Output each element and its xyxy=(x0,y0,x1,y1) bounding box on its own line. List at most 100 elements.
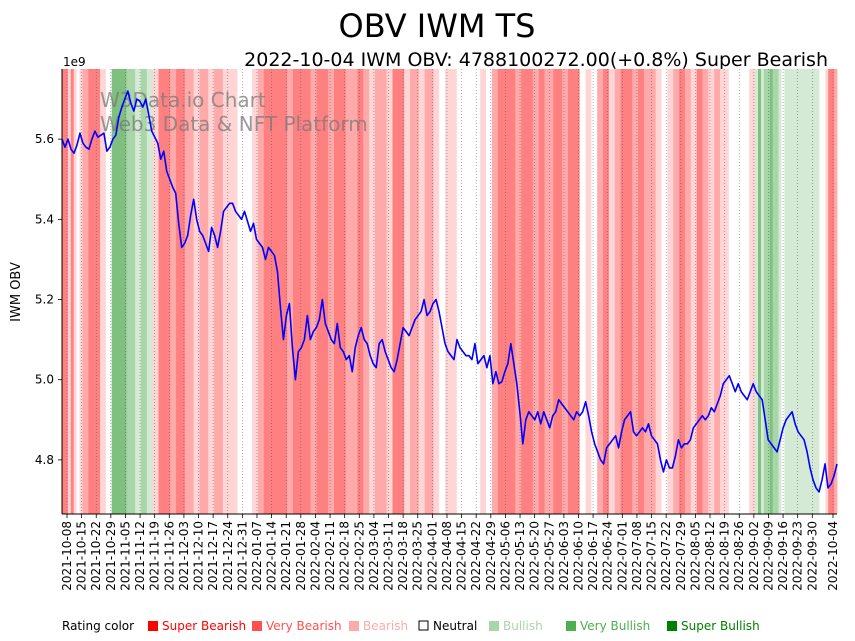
rating-band-bullish xyxy=(784,69,820,514)
rating-band-bearish xyxy=(152,69,159,514)
rating-band-neutral xyxy=(105,69,113,514)
rating-band-very_bearish xyxy=(614,69,621,514)
x-tick-label: 2022-06-24 xyxy=(601,521,615,591)
x-tick-label: 2022-07-15 xyxy=(645,521,659,591)
legend-swatch-bullish xyxy=(489,621,499,631)
rating-band-bullish xyxy=(146,69,154,514)
watermark-line-2: Web3 Data & NFT Platform xyxy=(100,112,368,136)
x-tick-label: 2021-12-24 xyxy=(221,521,235,591)
legend-label-very_bearish: Very Bearish xyxy=(266,619,342,633)
rating-band-very_bullish xyxy=(140,69,148,514)
x-tick-label: 2022-06-17 xyxy=(586,521,600,591)
rating-band-very_bearish xyxy=(532,69,540,514)
rating-band-bearish xyxy=(73,69,78,514)
rating-band-very_bearish xyxy=(643,69,657,514)
x-ticks: 2021-10-08 2021-10-15 2021-10-22 2021-10-29… xyxy=(60,514,840,591)
rating-band-very_bearish xyxy=(374,69,388,514)
x-tick-label: 2022-03-04 xyxy=(367,521,381,591)
x-tick-label: 2022-09-16 xyxy=(776,521,790,591)
rating-band-bearish xyxy=(433,69,440,514)
rating-band-bullish xyxy=(135,69,142,514)
rating-band-bearish xyxy=(690,69,698,514)
rating-band-bearish xyxy=(252,69,259,514)
x-tick-label: 2021-10-29 xyxy=(104,521,118,591)
x-tick-label: 2022-02-11 xyxy=(323,521,337,591)
rating-band-neutral xyxy=(76,69,80,514)
obv-series-line xyxy=(61,90,838,493)
x-tick-label: 2021-10-22 xyxy=(89,521,103,591)
rating-band-bullish xyxy=(778,69,782,514)
series-layer xyxy=(61,90,838,493)
rating-band-very_bearish xyxy=(199,69,209,514)
x-tick-label: 2022-04-08 xyxy=(440,521,454,591)
rating-band-very_bearish xyxy=(184,69,195,514)
rating-band-very_bearish xyxy=(632,69,639,514)
rating-band-super_bearish xyxy=(263,69,288,514)
x-gridlines xyxy=(66,69,834,514)
x-tick-label: 2022-05-06 xyxy=(498,521,512,591)
rating-band-bearish xyxy=(79,69,83,514)
legend-swatch-super_bullish xyxy=(667,621,677,631)
rating-band-bearish xyxy=(208,69,215,514)
rating-band-super_bearish xyxy=(333,69,347,514)
rating-band-super_bearish xyxy=(158,69,171,514)
rating-band-bearish xyxy=(386,69,393,514)
rating-band-super_bullish xyxy=(758,69,762,514)
x-tick-label: 2022-04-01 xyxy=(425,521,439,591)
rating-band-bearish xyxy=(222,69,238,514)
x-tick-label: 2022-06-03 xyxy=(557,521,571,591)
rating-band-very_bearish xyxy=(491,69,499,514)
rating-band-bearish xyxy=(418,69,426,514)
rating-band-neutral xyxy=(819,69,826,514)
rating-band-super_bearish xyxy=(357,69,364,514)
rating-band-very_bearish xyxy=(515,69,522,514)
rating-band-very_bearish xyxy=(834,69,838,514)
x-tick-label: 2021-12-10 xyxy=(192,521,206,591)
rating-band-super_bearish xyxy=(497,69,516,514)
x-tick-label: 2021-12-31 xyxy=(235,521,249,591)
rating-band-super_bearish xyxy=(679,69,686,514)
chart-subtitle: 2022-10-04 IWM OBV: 4788100272.00(+0.8%)… xyxy=(244,49,828,71)
rating-band-neutral xyxy=(579,69,586,514)
rating-band-very_bullish xyxy=(763,69,771,514)
legend-label-bearish: Bearish xyxy=(363,619,408,633)
x-tick-label: 2022-10-04 xyxy=(826,521,840,591)
rating-band-bearish xyxy=(369,69,376,514)
rating-band-bearish xyxy=(445,69,458,514)
x-tick-label: 2022-05-27 xyxy=(542,521,556,591)
legend-swatch-very_bearish xyxy=(252,621,262,631)
x-tick-label: 2022-01-21 xyxy=(279,521,293,591)
legend-title: Rating color xyxy=(62,619,134,633)
rating-band-bearish xyxy=(667,69,674,514)
rating-band-very_bearish xyxy=(562,69,569,514)
x-tick-label: 2021-12-17 xyxy=(206,521,220,591)
rating-band-super_bearish xyxy=(88,69,101,514)
rating-band-neutral xyxy=(439,69,446,514)
rating-band-very_bearish xyxy=(363,69,370,514)
rating-band-bearish xyxy=(585,69,592,514)
rating-band-very_bearish xyxy=(345,69,358,514)
chart-title: OBV IWM TS xyxy=(339,7,536,45)
x-tick-label: 2022-09-02 xyxy=(747,521,761,591)
x-tick-label: 2022-04-15 xyxy=(455,521,469,591)
rating-band-very_bullish xyxy=(772,69,779,514)
x-tick-label: 2021-11-19 xyxy=(148,521,162,591)
x-tick-label: 2022-07-22 xyxy=(659,521,673,591)
x-tick-label: 2022-01-28 xyxy=(294,521,308,591)
x-tick-label: 2022-04-29 xyxy=(484,521,498,591)
rating-band-very_bearish xyxy=(310,69,317,514)
x-tick-label: 2022-03-11 xyxy=(382,521,396,591)
rating-band-very_bearish xyxy=(673,69,680,514)
x-tick-label: 2022-01-07 xyxy=(250,521,264,591)
rating-band-super_bearish xyxy=(293,69,311,514)
x-tick-label: 2021-10-15 xyxy=(75,521,89,591)
rating-band-very_bearish xyxy=(287,69,294,514)
axes xyxy=(61,69,837,515)
rating-band-super_bearish xyxy=(603,69,610,514)
rating-band-neutral xyxy=(486,69,493,514)
x-tick-label: 2021-10-08 xyxy=(60,521,74,591)
rating-band-bearish xyxy=(655,69,662,514)
legend-label-neutral: Neutral xyxy=(433,619,477,633)
rating-band-super_bearish xyxy=(553,69,563,514)
